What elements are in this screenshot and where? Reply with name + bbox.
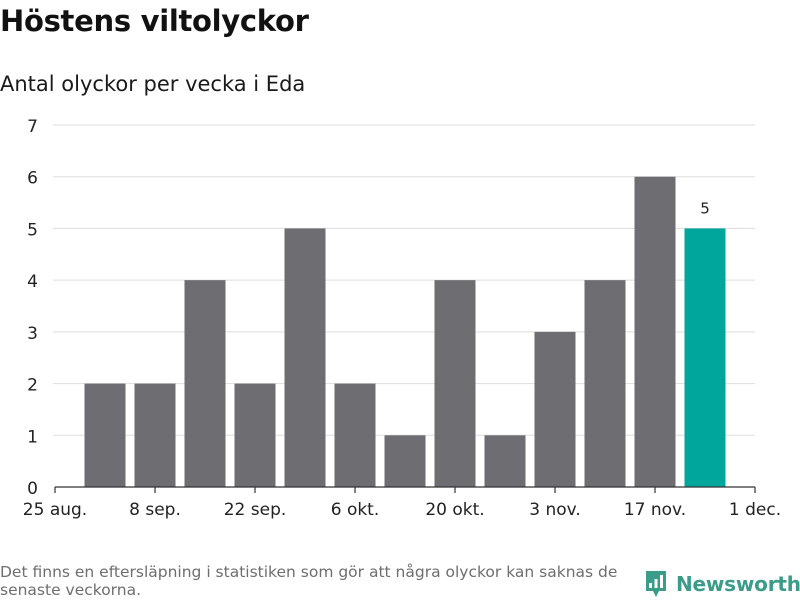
y-tick-label: 5 xyxy=(27,220,38,240)
bar xyxy=(534,331,576,487)
chart-title: Höstens viltolyckor xyxy=(0,4,309,38)
y-tick-label: 1 xyxy=(27,427,38,447)
x-tick-label: 20 okt. xyxy=(425,500,484,520)
y-tick-label: 6 xyxy=(27,169,38,189)
brand-name: Newsworthy xyxy=(676,572,800,596)
bar xyxy=(434,280,476,487)
bar xyxy=(384,435,426,487)
data-labels: 5 xyxy=(700,199,710,217)
x-axis: 25 aug. 8 sep. 22 sep. 6 okt. 20 okt. 3 nov. 1… xyxy=(23,486,781,520)
x-tick-label: 8 sep. xyxy=(129,500,181,520)
x-tick-label: 17 nov. xyxy=(624,500,686,520)
bar xyxy=(84,383,126,487)
y-tick-label: 2 xyxy=(27,376,38,396)
bars xyxy=(84,176,726,487)
bar xyxy=(284,228,326,487)
y-tick-label: 4 xyxy=(27,272,38,292)
bar xyxy=(634,176,676,487)
bar xyxy=(584,280,626,487)
x-tick-label: 1 dec. xyxy=(729,500,781,520)
bar-chart: 0 1 2 3 4 5 6 7 5 25 aug. 8 sep. 22 sep. 6 okt. 20 … xyxy=(23,117,781,520)
x-tick-label: 22 sep. xyxy=(224,500,287,520)
bar-value-label: 5 xyxy=(700,199,710,217)
newsworthy-logo-icon xyxy=(646,571,666,597)
bar-highlighted xyxy=(684,228,726,487)
bar xyxy=(134,383,176,487)
bar xyxy=(484,435,526,487)
x-tick-label: 6 okt. xyxy=(331,500,380,520)
footnote: Det finns en eftersläpning i statistiken… xyxy=(0,563,618,599)
bar xyxy=(334,383,376,487)
y-tick-label: 7 xyxy=(27,117,38,137)
x-tick-label: 25 aug. xyxy=(23,500,87,520)
bar xyxy=(234,383,276,487)
y-axis-ticks: 0 1 2 3 4 5 6 7 xyxy=(27,117,38,499)
brand-logo: Newsworthy xyxy=(644,568,800,600)
chart-subtitle: Antal olyckor per vecka i Eda xyxy=(0,72,306,96)
x-tick-label: 3 nov. xyxy=(529,500,581,520)
y-tick-label: 0 xyxy=(27,479,38,499)
y-tick-label: 3 xyxy=(27,324,38,344)
bar xyxy=(184,280,226,487)
